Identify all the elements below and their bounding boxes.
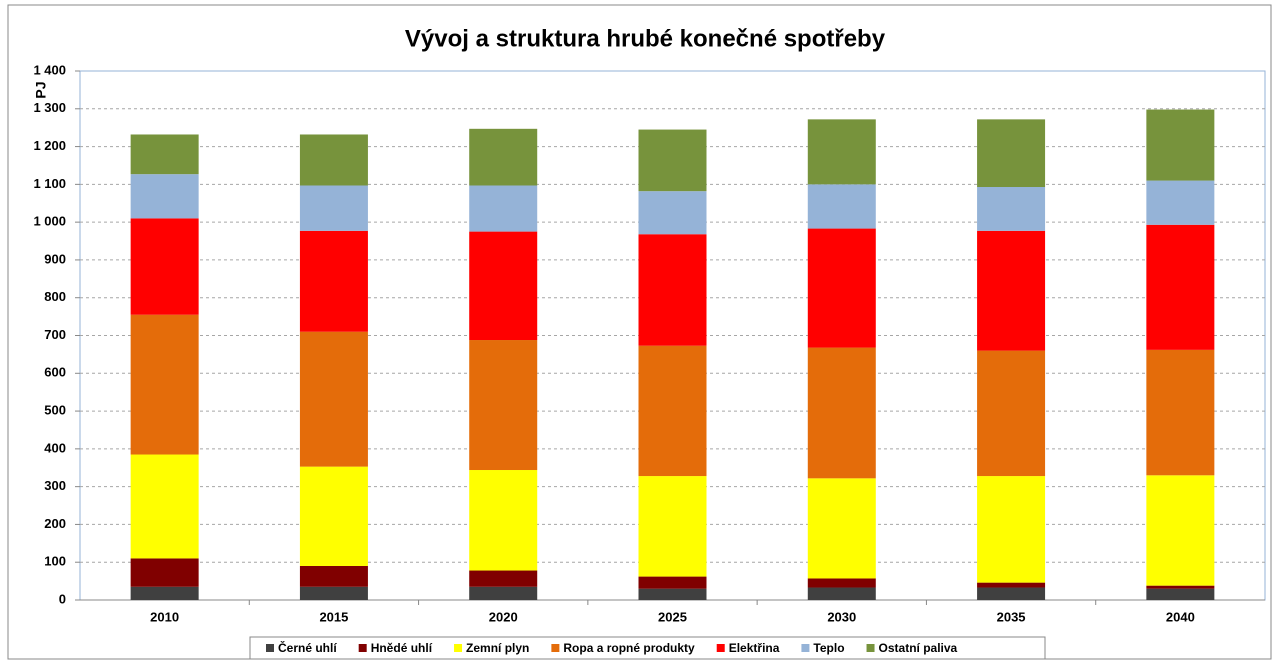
bar-segment — [469, 128, 538, 186]
legend-swatch — [358, 644, 367, 652]
legend-label: Teplo — [813, 641, 844, 655]
bar-segment — [469, 185, 538, 232]
bar-segment — [807, 228, 876, 348]
y-tick-label: 1 100 — [33, 176, 66, 191]
x-tick-label: 2010 — [150, 609, 179, 624]
bar-segment — [1146, 588, 1215, 600]
bar-segment — [130, 314, 199, 455]
bar-segment — [807, 587, 876, 600]
legend-label: Elektřina — [729, 641, 780, 655]
bar-segment — [638, 576, 707, 589]
bar-segment — [977, 187, 1046, 231]
bar-segment — [130, 134, 199, 175]
bar-segment — [1146, 109, 1215, 181]
bar-segment — [1146, 585, 1215, 589]
legend-swatch — [716, 644, 725, 652]
bar-segment — [130, 558, 199, 587]
bar-segment — [638, 345, 707, 477]
bar-segment — [638, 191, 707, 235]
bar-segment — [299, 466, 368, 566]
bar-segment — [807, 478, 876, 579]
legend-label: Ropa a ropné produkty — [563, 641, 695, 655]
bar-segment — [807, 347, 876, 479]
bar-segment — [299, 586, 368, 600]
x-tick-label: 2030 — [827, 609, 856, 624]
bar-segment — [638, 476, 707, 577]
legend-swatch — [866, 644, 875, 652]
y-tick-label: 1 300 — [33, 100, 66, 115]
bar-segment — [807, 578, 876, 588]
legend-swatch — [801, 644, 810, 652]
bar-segment — [130, 454, 199, 559]
bar-segment — [638, 588, 707, 600]
legend-label: Zemní plyn — [466, 641, 529, 655]
y-tick-label: 1 400 — [33, 62, 66, 77]
legend-swatch — [551, 644, 560, 652]
x-tick-label: 2040 — [1166, 609, 1195, 624]
x-tick-label: 2015 — [319, 609, 348, 624]
y-axis-label: PJ — [33, 81, 49, 98]
y-tick-label: 1 000 — [33, 214, 66, 229]
bar-segment — [977, 476, 1046, 583]
x-tick-label: 2035 — [997, 609, 1026, 624]
y-tick-label: 200 — [44, 516, 66, 531]
chart-title: Vývoj a struktura hrubé konečné spotřeby — [405, 25, 886, 52]
bar-segment — [130, 586, 199, 600]
bar-segment — [469, 586, 538, 600]
bar-segment — [1146, 180, 1215, 225]
bar-segment — [977, 582, 1046, 588]
bar-segment — [299, 565, 368, 587]
legend-label: Hnědé uhlí — [371, 641, 433, 655]
bar-segment — [807, 184, 876, 229]
bar-segment — [469, 231, 538, 341]
bar-segment — [299, 134, 368, 186]
y-tick-label: 1 200 — [33, 138, 66, 153]
y-tick-label: 900 — [44, 251, 66, 266]
legend-swatch — [454, 644, 463, 652]
bar-segment — [977, 350, 1046, 477]
bar-segment — [1146, 349, 1215, 476]
legend-swatch — [266, 644, 274, 652]
y-tick-label: 300 — [44, 478, 66, 493]
bar-segment — [977, 119, 1046, 188]
y-tick-label: 600 — [44, 365, 66, 380]
x-tick-label: 2020 — [489, 609, 518, 624]
y-tick-label: 500 — [44, 403, 66, 418]
bar-segment — [977, 230, 1046, 351]
legend-box — [249, 636, 1046, 660]
bar-segment — [469, 340, 538, 471]
bar-segment — [807, 119, 876, 185]
y-tick-label: 0 — [59, 591, 66, 606]
legend-label: Černé uhlí — [278, 640, 337, 655]
bar-segment — [469, 470, 538, 571]
y-tick-label: 400 — [44, 440, 66, 455]
legend-label: Ostatní paliva — [879, 641, 958, 655]
bar-segment — [299, 185, 368, 231]
x-tick-label: 2025 — [658, 609, 687, 624]
bar-segment — [130, 218, 199, 315]
y-tick-label: 800 — [44, 289, 66, 304]
bar-segment — [299, 331, 368, 467]
bar-segment — [977, 587, 1046, 600]
bar-segment — [638, 129, 707, 192]
bar-segment — [1146, 224, 1215, 350]
bar-segment — [299, 230, 368, 332]
bar-segment — [638, 234, 707, 346]
y-tick-label: 700 — [44, 327, 66, 342]
bar-segment — [1146, 475, 1215, 586]
y-tick-label: 100 — [44, 554, 66, 569]
bar-segment — [469, 570, 538, 587]
bar-segment — [130, 174, 199, 219]
